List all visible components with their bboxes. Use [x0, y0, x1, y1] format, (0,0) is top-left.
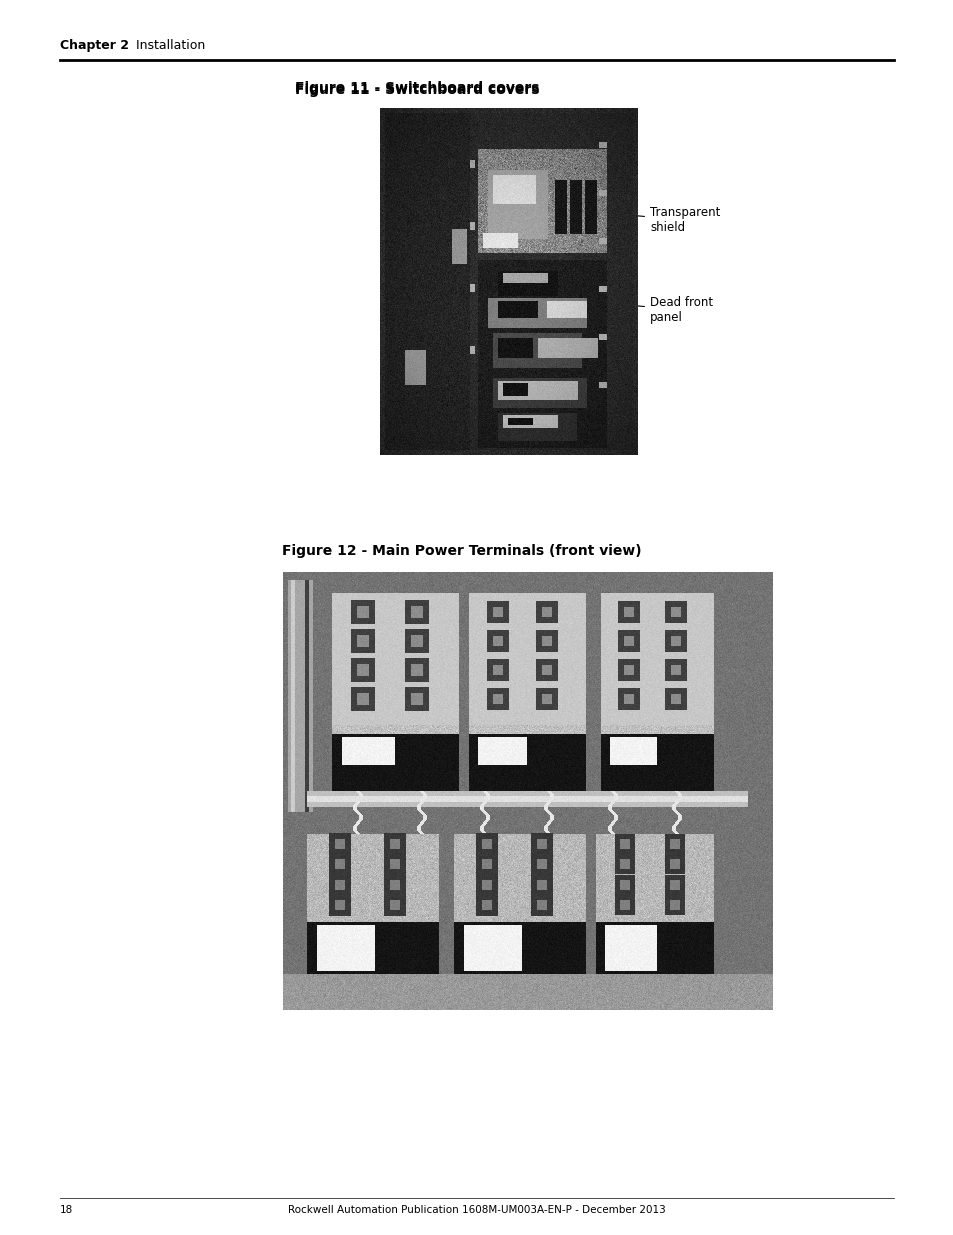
- Text: Figure 11 - Switchboard covers: Figure 11 - Switchboard covers: [294, 82, 539, 95]
- Text: Rockwell Automation Publication 1608M-UM003A-EN-P - December 2013: Rockwell Automation Publication 1608M-UM…: [288, 1205, 665, 1215]
- Text: Transparent
shield: Transparent shield: [631, 206, 720, 233]
- Text: Installation: Installation: [120, 40, 205, 52]
- Text: 18: 18: [60, 1205, 73, 1215]
- Text: Dead front
panel: Dead front panel: [631, 296, 713, 324]
- Text: Chapter 2: Chapter 2: [60, 40, 129, 52]
- Text: Figure 11 - Switchboard covers: Figure 11 - Switchboard covers: [294, 83, 539, 98]
- Text: Figure 12 - Main Power Terminals (front view): Figure 12 - Main Power Terminals (front …: [282, 543, 641, 558]
